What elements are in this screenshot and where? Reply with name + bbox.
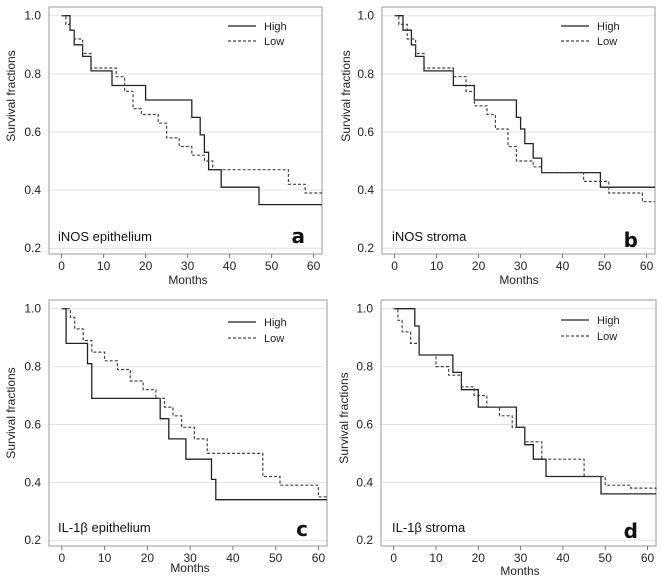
panel-d-ytick-label: 0.6	[356, 417, 373, 431]
panel-c-xtick-label: 10	[98, 551, 112, 565]
panel-a-xlabel: Months	[168, 273, 207, 287]
panel-b-legend-high: High	[597, 21, 620, 33]
panel-b-ytick-label: 0.8	[357, 67, 374, 81]
panel-b-letter: b	[624, 228, 638, 252]
panel-d-ylabel: Survival fractions	[337, 372, 351, 463]
panel-b-ylabel: Survival fractions	[339, 50, 353, 141]
panel-b-series-high	[394, 15, 655, 188]
panel-a: Survival fractions Months iNOS epitheliu…	[4, 6, 323, 287]
panel-a-ytick-label: 0.4	[24, 183, 41, 197]
panel-b-ytick-label: 0.4	[357, 183, 374, 197]
panel-a-ytick-label: 0.6	[24, 125, 41, 139]
panel-a-xtick-label: 50	[265, 259, 279, 273]
panel-c-legend-high: High	[264, 317, 287, 329]
panel-a-legend-high: High	[264, 21, 287, 33]
panel-a-ylabel: Survival fractions	[4, 50, 18, 141]
panel-a-xtick-label: 0	[58, 259, 65, 273]
panel-a-plot-frame	[48, 6, 323, 255]
panel-b: Survival fractions Months iNOS stroma b …	[339, 6, 656, 287]
panel-b-legend-low: Low	[597, 36, 617, 48]
panel-d-xtick-label: 50	[599, 551, 613, 565]
panel-a-letter: a	[292, 224, 306, 248]
panel-b-ytick-label: 0.2	[357, 241, 374, 255]
panel-d-xtick-label: 40	[556, 551, 570, 565]
panel-c-xtick-label: 50	[269, 551, 283, 565]
panel-d-plot-frame	[380, 299, 657, 547]
panel-c-legend-low: Low	[264, 333, 284, 345]
panel-b-xtick-label: 20	[472, 259, 486, 273]
panel-d-series-low	[393, 308, 657, 491]
panel-d-ytick-label: 1.0	[356, 302, 373, 316]
panel-d-xtick-label: 60	[641, 551, 655, 565]
panel-d-annotation: IL-1β stroma	[392, 520, 466, 535]
panel-d-legend-high: High	[597, 315, 620, 327]
panel-c-ytick-label: 0.4	[24, 475, 41, 489]
panel-b-xtick-label: 30	[514, 259, 528, 273]
panel-d-xtick-label: 30	[514, 551, 528, 565]
panel-d-ytick-label: 0.8	[356, 360, 373, 374]
panel-b-ytick-label: 0.6	[357, 125, 374, 139]
panel-b-xtick-label: 10	[430, 259, 444, 273]
panel-a-ytick-label: 0.2	[24, 241, 41, 255]
panel-c-letter: c	[296, 517, 308, 541]
panel-b-annotation: iNOS stroma	[392, 229, 467, 244]
panel-c-ytick-label: 0.6	[24, 417, 41, 431]
panel-d-xtick-label: 0	[390, 551, 397, 565]
panel-c-xtick-label: 30	[183, 551, 197, 565]
panel-c-series-low	[61, 308, 327, 498]
panel-c-ytick-label: 1.0	[24, 302, 41, 316]
panel-b-xlabel: Months	[499, 273, 538, 287]
panel-c-series-high	[61, 308, 327, 501]
panel-c-xtick-label: 60	[312, 551, 326, 565]
panel-c: Survival fractions Months IL-1β epitheli…	[4, 299, 328, 575]
panel-d-xlabel: Months	[500, 564, 539, 578]
panel-c-plot-frame	[48, 299, 328, 547]
panel-d-xtick-label: 20	[472, 551, 486, 565]
panel-a-xtick-label: 30	[181, 259, 195, 273]
panel-b-xtick-label: 40	[556, 259, 570, 273]
panel-b-xtick-label: 0	[391, 259, 398, 273]
panel-b-plot-frame	[381, 6, 656, 255]
panel-b-xtick-label: 60	[640, 259, 654, 273]
panel-c-xtick-label: 40	[226, 551, 240, 565]
panel-d-xtick-label: 10	[429, 551, 443, 565]
panel-d-ytick-label: 0.2	[356, 533, 373, 547]
panel-a-xtick-label: 60	[307, 259, 321, 273]
panel-c-ytick-label: 0.8	[24, 360, 41, 374]
panel-c-ylabel: Survival fractions	[4, 367, 18, 458]
panel-d-letter: d	[624, 519, 638, 543]
panel-b-ytick-label: 1.0	[357, 9, 374, 23]
panel-a-series-low	[61, 15, 322, 194]
panel-a-xtick-label: 20	[139, 259, 153, 273]
panel-d-ytick-label: 0.4	[356, 475, 373, 489]
panel-b-series-low	[394, 15, 655, 203]
panel-c-xtick-label: 0	[58, 551, 65, 565]
panel-a-ytick-label: 1.0	[24, 9, 41, 23]
panel-a-xtick-label: 40	[223, 259, 237, 273]
panel-a-xtick-label: 10	[97, 259, 111, 273]
panel-c-xtick-label: 20	[141, 551, 155, 565]
panel-c-annotation: IL-1β epithelium	[58, 520, 151, 535]
panel-a-legend-low: Low	[264, 36, 284, 48]
panel-d-legend-low: Low	[597, 331, 617, 343]
panel-d: Survival fractions Months IL-1β stroma d…	[337, 299, 657, 578]
panel-c-ytick-label: 0.2	[24, 533, 41, 547]
panel-b-xtick-label: 50	[598, 259, 612, 273]
panel-c-xlabel: Months	[170, 561, 209, 575]
panel-a-ytick-label: 0.8	[24, 67, 41, 81]
panel-a-annotation: iNOS epithelium	[58, 229, 152, 244]
